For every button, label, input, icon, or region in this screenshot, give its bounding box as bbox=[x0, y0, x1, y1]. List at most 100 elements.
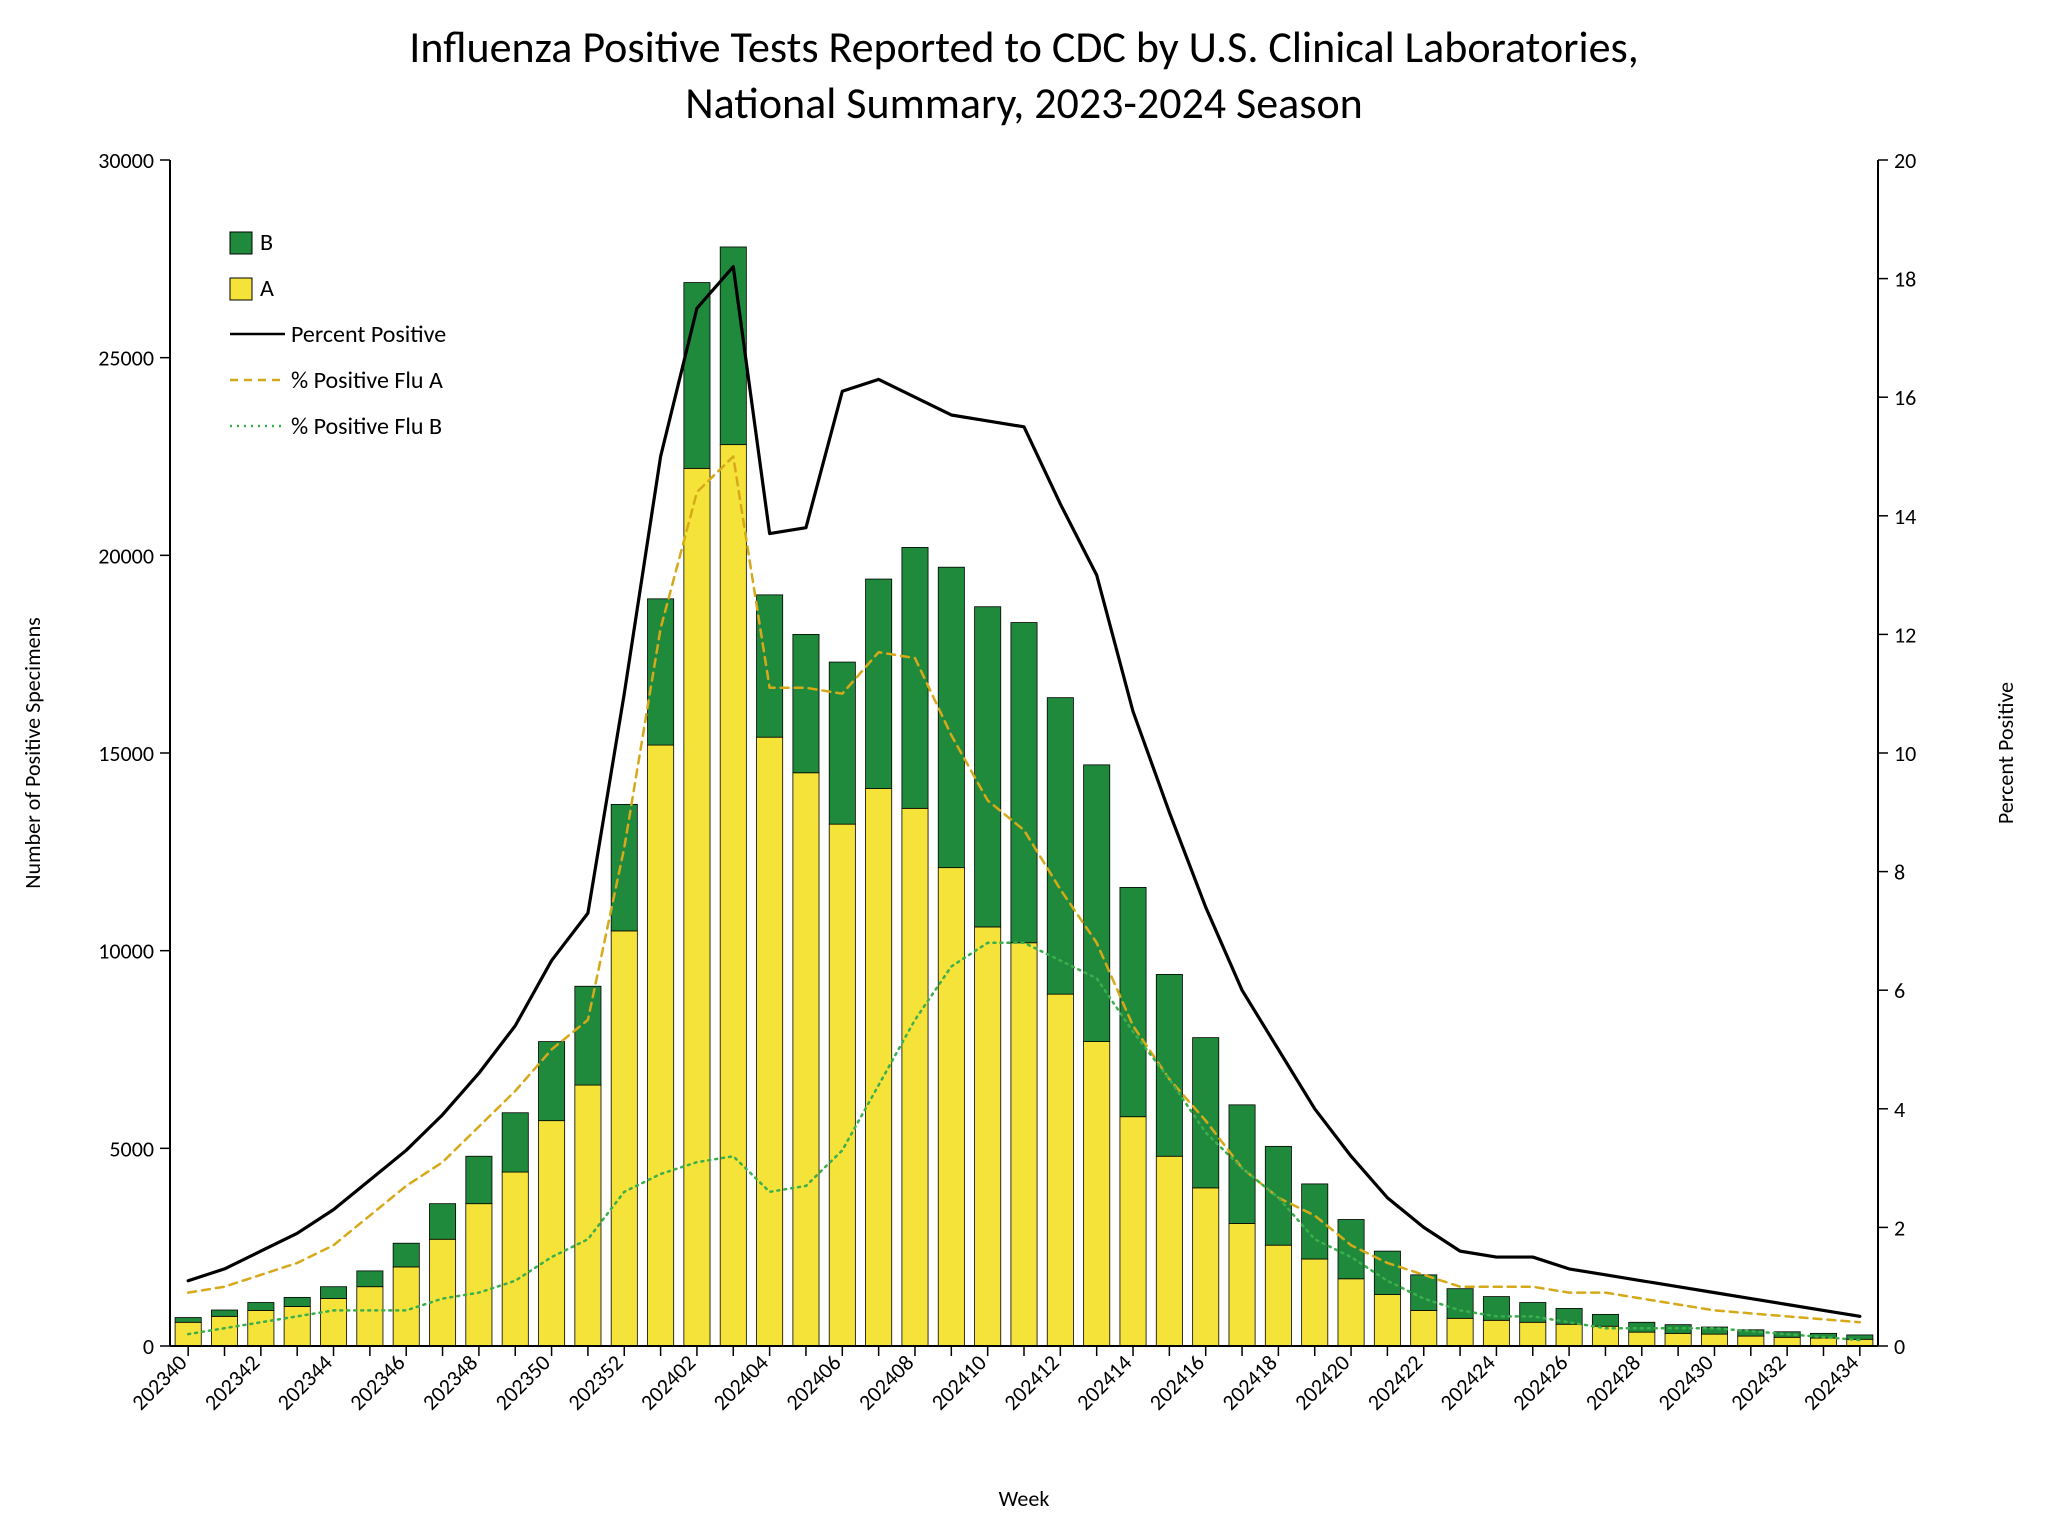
bar-a bbox=[1738, 1336, 1764, 1346]
bar-a bbox=[1265, 1245, 1291, 1346]
x-tick-label: 202406 bbox=[780, 1349, 846, 1415]
bar-b bbox=[284, 1297, 310, 1306]
bar-b bbox=[793, 634, 819, 772]
bar-a bbox=[357, 1287, 383, 1346]
bar-a bbox=[1447, 1318, 1473, 1346]
y-left-tick-label: 10000 bbox=[98, 938, 154, 965]
x-tick-label: 202344 bbox=[271, 1349, 337, 1415]
legend-label: % Positive Flu A bbox=[291, 366, 443, 395]
bar-b bbox=[1047, 698, 1073, 995]
x-tick-label: 202422 bbox=[1362, 1349, 1428, 1415]
bar-a bbox=[248, 1310, 274, 1346]
y-left-tick-label: 5000 bbox=[109, 1135, 154, 1162]
legend-label: B bbox=[260, 228, 273, 257]
x-tick-label: 202340 bbox=[126, 1349, 192, 1415]
bar-b bbox=[866, 579, 892, 789]
x-tick-label: 202404 bbox=[707, 1349, 773, 1415]
bar-b bbox=[575, 986, 601, 1085]
bar-a bbox=[1229, 1223, 1255, 1346]
bar-a bbox=[829, 824, 855, 1346]
x-tick-label: 202414 bbox=[1071, 1349, 1137, 1415]
y-left-axis-label: Number of Positive Specimens bbox=[19, 617, 46, 889]
x-tick-label: 202416 bbox=[1144, 1349, 1210, 1415]
x-tick-label: 202432 bbox=[1725, 1349, 1791, 1415]
bar-a bbox=[902, 808, 928, 1346]
bar-a bbox=[538, 1121, 564, 1346]
legend: BAPercent Positive% Positive Flu A% Posi… bbox=[230, 228, 446, 441]
chart-title-line2: National Summary, 2023-2024 Season bbox=[685, 76, 1363, 130]
y-right-tick-label: 16 bbox=[1894, 384, 1916, 411]
bar-a bbox=[1774, 1337, 1800, 1346]
bar-a bbox=[1011, 943, 1037, 1346]
bar-a bbox=[1302, 1259, 1328, 1346]
chart-svg: Influenza Positive Tests Reported to CDC… bbox=[0, 0, 2048, 1536]
bar-b bbox=[611, 804, 637, 931]
bar-b bbox=[1229, 1105, 1255, 1224]
bar-b bbox=[829, 662, 855, 824]
x-tick-label: 202402 bbox=[635, 1349, 701, 1415]
bar-b bbox=[320, 1287, 346, 1299]
bar-a bbox=[320, 1299, 346, 1346]
y-left-tick-label: 30000 bbox=[98, 147, 154, 174]
x-tick-label: 202350 bbox=[489, 1349, 555, 1415]
bar-a bbox=[211, 1316, 237, 1346]
bar-a bbox=[1556, 1324, 1582, 1346]
bar-a bbox=[684, 468, 710, 1346]
x-tick-label: 202434 bbox=[1798, 1349, 1864, 1415]
y-left-tick-label: 15000 bbox=[98, 740, 154, 767]
bar-a bbox=[975, 927, 1001, 1346]
bar-b bbox=[466, 1156, 492, 1203]
y-right-tick-label: 18 bbox=[1894, 266, 1916, 293]
x-tick-label: 202342 bbox=[199, 1349, 265, 1415]
bar-a bbox=[502, 1172, 528, 1346]
bar-a bbox=[1374, 1295, 1400, 1346]
x-tick-label: 202426 bbox=[1507, 1349, 1573, 1415]
bar-b bbox=[975, 607, 1001, 927]
x-tick-label: 202408 bbox=[853, 1349, 919, 1415]
bar-a bbox=[1156, 1156, 1182, 1346]
x-tick-label: 202346 bbox=[344, 1349, 410, 1415]
y-right-tick-label: 0 bbox=[1894, 1333, 1905, 1360]
bar-b bbox=[538, 1042, 564, 1121]
bar-a bbox=[429, 1239, 455, 1346]
bar-a bbox=[1483, 1320, 1509, 1346]
bar-a bbox=[1193, 1188, 1219, 1346]
legend-label: Percent Positive bbox=[291, 320, 446, 349]
bar-b bbox=[1447, 1289, 1473, 1319]
bar-a bbox=[611, 931, 637, 1346]
x-tick-label: 202418 bbox=[1216, 1349, 1282, 1415]
bar-a bbox=[393, 1267, 419, 1346]
bar-a bbox=[1411, 1310, 1437, 1346]
bar-a bbox=[1701, 1334, 1727, 1346]
x-tick-label: 202412 bbox=[998, 1349, 1064, 1415]
bar-a bbox=[1629, 1332, 1655, 1346]
bar-b bbox=[357, 1271, 383, 1287]
x-tick-label: 202352 bbox=[562, 1349, 628, 1415]
bar-a bbox=[1810, 1338, 1836, 1346]
legend-swatch bbox=[230, 278, 252, 300]
bar-b bbox=[248, 1303, 274, 1311]
bar-b bbox=[429, 1204, 455, 1240]
bar-b bbox=[938, 567, 964, 867]
legend-label: % Positive Flu B bbox=[291, 412, 442, 441]
bar-a bbox=[1084, 1042, 1110, 1346]
bar-b bbox=[175, 1318, 201, 1323]
y-left-tick-label: 0 bbox=[143, 1333, 154, 1360]
y-right-tick-label: 12 bbox=[1894, 621, 1916, 648]
x-tick-label: 202410 bbox=[926, 1349, 992, 1415]
bar-a bbox=[466, 1204, 492, 1346]
x-tick-label: 202348 bbox=[417, 1349, 483, 1415]
x-tick-label: 202430 bbox=[1652, 1349, 1718, 1415]
bar-a bbox=[757, 737, 783, 1346]
y-right-tick-label: 10 bbox=[1894, 740, 1916, 767]
bar-a bbox=[938, 868, 964, 1346]
bar-b bbox=[1084, 765, 1110, 1042]
bar-b bbox=[1193, 1038, 1219, 1188]
bar-b bbox=[757, 595, 783, 737]
y-right-tick-label: 2 bbox=[1894, 1214, 1905, 1241]
y-right-tick-label: 14 bbox=[1894, 503, 1916, 530]
bar-b bbox=[1011, 623, 1037, 943]
bar-b bbox=[1520, 1303, 1546, 1323]
bar-b bbox=[502, 1113, 528, 1172]
bar-b bbox=[648, 599, 674, 745]
